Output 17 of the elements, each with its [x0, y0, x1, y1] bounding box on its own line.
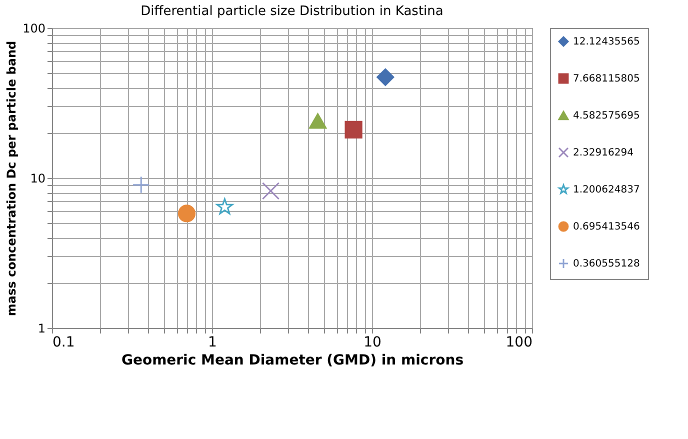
- x-tick-label: 100: [506, 334, 532, 350]
- chart-title: Differential particle size Distribution in Kastina: [140, 4, 444, 19]
- legend-label: 2.32916294: [573, 148, 634, 158]
- x-tick-label: 0.1: [52, 334, 75, 350]
- x-axis-title: Geomeric Mean Diameter (GMD) in microns: [121, 352, 464, 368]
- legend-label: 0.360555128: [573, 258, 640, 270]
- legend-label: 4.582575695: [573, 110, 640, 122]
- legend-label: 7.668115805: [573, 74, 640, 84]
- y-axis-title: mass concentration Dc per particle band: [4, 40, 19, 316]
- legend-label: 1.200624837: [573, 184, 640, 196]
- y-tick-label: 1: [38, 322, 46, 336]
- x-tick-label: 1: [208, 334, 217, 350]
- y-tick-label: 100: [22, 22, 46, 36]
- x-tick-label: 10: [364, 334, 382, 350]
- legend-label: 12.12435565: [573, 36, 640, 48]
- y-tick-label: 10: [30, 172, 46, 186]
- legend-label: 0.695413546: [573, 222, 640, 232]
